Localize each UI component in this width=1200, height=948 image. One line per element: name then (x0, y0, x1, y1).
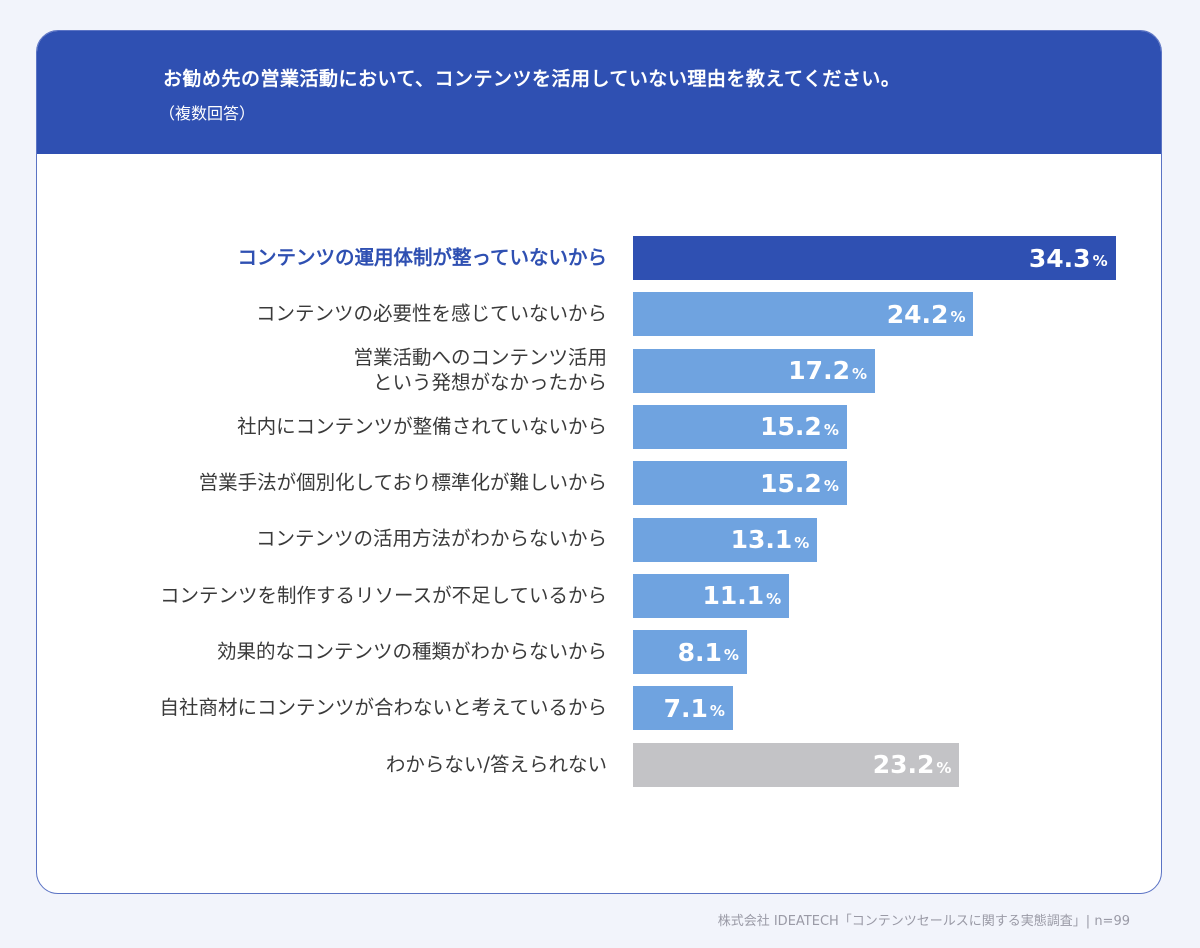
data-label: 11.1% (702, 574, 781, 618)
bar-row: 自社商材にコンテンツが合わないと考えているから 7.1% (37, 686, 1161, 731)
bar-row: わからない/答えられない 23.2% (37, 742, 1161, 787)
category-label: コンテンツを制作するリソースが不足しているから (160, 583, 607, 607)
data-label-value: 15.2 (760, 412, 822, 442)
category-label: 営業手法が個別化しており標準化が難しいから (198, 471, 607, 494)
bar-row: コンテンツの運用体制が整っていないから 34.3% (37, 236, 1161, 280)
category-label: コンテンツの活用方法がわからないから (255, 527, 607, 551)
data-label: 13.1% (731, 518, 810, 562)
category-label: コンテンツの必要性を感じていないから (255, 302, 607, 326)
data-label-value: 7.1 (663, 693, 708, 723)
bar-row: 営業手法が個別化しており標準化が難しいから 15.2% (37, 461, 1161, 506)
source-note: 株式会社 IDEATECH「コンテンツセールスに関する実態調査」| n=99 (717, 914, 1130, 929)
data-label: 15.2% (760, 461, 839, 505)
category-label: コンテンツの運用体制が整っていないから (237, 245, 607, 269)
data-label-unit: % (823, 420, 839, 439)
data-label: 24.2% (887, 292, 966, 336)
data-label-unit: % (766, 589, 782, 608)
bar: 17.2% (633, 348, 875, 393)
data-label: 23.2% (873, 743, 952, 787)
data-label: 17.2% (788, 349, 867, 393)
bar: 13.1% (633, 517, 818, 562)
data-label-unit: % (950, 308, 966, 327)
bar-row: コンテンツの必要性を感じていないから 24.2% (37, 292, 1161, 337)
data-label: 34.3% (1029, 236, 1108, 280)
bar: 8.1% (633, 630, 747, 675)
chart-subtitle: （複数回答） (159, 104, 256, 123)
data-label: 15.2% (760, 405, 839, 449)
bar-row: 営業活動へのコンテンツ活用 という発想がなかったから 17.2% (37, 346, 1161, 394)
data-label-value: 8.1 (677, 637, 722, 667)
bar-row: 効果的なコンテンツの種類がわからないから 8.1% (37, 630, 1161, 675)
bar-row: コンテンツの活用方法がわからないから 13.1% (37, 517, 1161, 562)
data-label: 7.1% (664, 686, 725, 730)
data-label-value: 15.2 (760, 468, 822, 498)
data-label-unit: % (1092, 252, 1108, 270)
bar: 24.2% (633, 292, 974, 337)
bar-row: 社内にコンテンツが整備されていないから 15.2% (37, 404, 1161, 449)
data-label-value: 13.1 (730, 525, 793, 554)
bar: 34.3% (633, 236, 1116, 280)
data-label-value: 23.2 (872, 750, 935, 780)
data-label: 8.1% (678, 630, 739, 674)
data-label-value: 24.2 (886, 299, 949, 329)
data-label-unit: % (709, 702, 725, 721)
bar-row: コンテンツを制作するリソースが不足しているから 11.1% (37, 573, 1161, 618)
data-label-value: 11.1 (702, 581, 765, 611)
chart-card: お勧め先の営業活動において、コンテンツを活用していない理由を教えてください。 （… (36, 30, 1162, 894)
bar: 11.1% (633, 573, 790, 618)
data-label-value: 34.3 (1028, 243, 1091, 273)
bar: 15.2% (633, 404, 847, 449)
data-label-unit: % (936, 758, 952, 777)
bar: 15.2% (633, 461, 847, 506)
data-label-unit: % (723, 646, 739, 665)
data-label-unit: % (851, 364, 867, 383)
data-label-value: 17.2 (788, 356, 850, 386)
data-label-unit: % (794, 533, 810, 552)
chart-title: お勧め先の営業活動において、コンテンツを活用していない理由を教えてください。 (163, 68, 901, 90)
category-label: 社内にコンテンツが整備されていないから (237, 414, 607, 438)
category-label: 効果的なコンテンツの種類がわからないから (216, 639, 607, 663)
bar: 23.2% (633, 742, 960, 787)
card-header: お勧め先の営業活動において、コンテンツを活用していない理由を教えてください。 （… (37, 31, 1161, 154)
category-label: 営業活動へのコンテンツ活用 という発想がなかったから (353, 346, 607, 394)
category-label: 自社商材にコンテンツが合わないと考えているから (159, 696, 607, 720)
data-label-unit: % (823, 477, 839, 496)
bar: 7.1% (633, 686, 733, 731)
category-label: わからない/答えられない (385, 752, 607, 776)
